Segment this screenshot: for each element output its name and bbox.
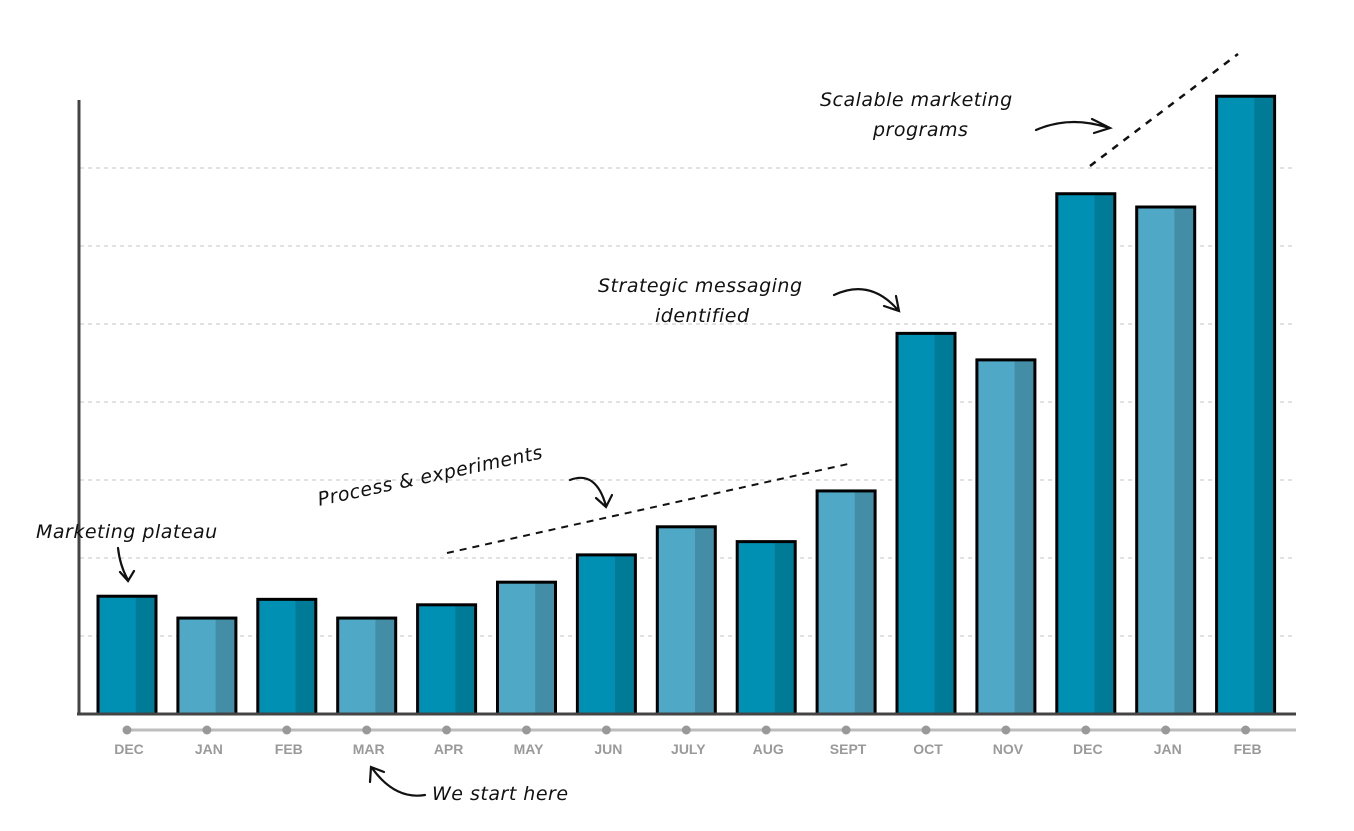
bar-apr-4 — [416, 603, 478, 716]
tick-label: JAN — [1154, 741, 1182, 757]
tick-label: DEC — [114, 741, 144, 757]
tick-dot — [362, 725, 372, 735]
bars — [96, 94, 1277, 716]
tick-label: FEB — [275, 741, 303, 757]
tick-dot — [1241, 725, 1251, 735]
annotation-strategic-line1: Strategic messaging — [598, 275, 803, 297]
x-ticks: DEC JAN FEB MAR APR MAY JUN JULY AUG SEPT OCT NOV DE… — [114, 725, 1262, 757]
bar-oct-10 — [895, 331, 957, 716]
bar-shade — [774, 541, 796, 714]
tick-dot — [522, 725, 531, 735]
annotation-we-start-here: We start here — [432, 783, 569, 805]
tick-label: MAR — [353, 741, 385, 757]
bar-shade — [455, 604, 476, 714]
arrow-strategic-icon — [832, 288, 901, 313]
tick-label: MAY — [514, 741, 544, 757]
annotation-scalable-line2: programs — [873, 119, 969, 141]
tick-dot — [921, 725, 931, 735]
tick-label: JAN — [195, 741, 223, 757]
tick-dot — [841, 725, 851, 735]
tick-dot — [442, 725, 452, 735]
bar-shade — [854, 490, 876, 714]
tick-dot — [282, 725, 292, 735]
tick-dot — [681, 725, 691, 735]
arrow-scalable-icon — [1034, 117, 1113, 135]
bar-dec-0 — [96, 594, 158, 716]
bar-shade — [1014, 359, 1035, 714]
tick-label: AUG — [753, 741, 784, 757]
arrow-process-icon — [568, 476, 614, 509]
bar-jan-1 — [176, 616, 238, 716]
annotation-strategic-line2: identified — [655, 305, 750, 327]
bar-dec-12 — [1055, 192, 1117, 716]
arrow-plateau-icon — [116, 546, 136, 583]
bar-shade — [695, 526, 716, 714]
annotation-scalable-line1: Scalable marketing — [820, 89, 1013, 111]
tick-dot — [202, 725, 212, 735]
tick-dot — [1161, 725, 1171, 735]
bar-may-5 — [496, 580, 557, 716]
bar-jun-6 — [575, 553, 637, 716]
trend-line-scalable — [1089, 53, 1239, 167]
bar-july-7 — [655, 525, 717, 716]
bar-sept-9 — [815, 489, 877, 716]
bar-shade — [295, 599, 316, 714]
bar-shade — [934, 333, 955, 714]
bar-feb-14 — [1215, 94, 1277, 716]
tick-label: NOV — [993, 741, 1024, 757]
tick-dot — [1001, 725, 1011, 735]
bar-aug-8 — [735, 540, 797, 716]
tick-dot — [122, 725, 132, 735]
bar-shade — [1174, 207, 1195, 714]
annotation-marketing-plateau: Marketing plateau — [36, 521, 218, 543]
tick-label: JULY — [671, 741, 706, 757]
tick-dot — [1081, 725, 1091, 735]
bar-shade — [535, 582, 556, 714]
bar-jan-13 — [1135, 205, 1197, 716]
tick-label: FEB — [1234, 741, 1262, 757]
trend-line-process — [446, 463, 849, 554]
bar-shade — [1094, 193, 1115, 715]
bar-feb-2 — [256, 597, 318, 716]
bar-shade — [375, 618, 396, 714]
arrow-start-icon — [368, 765, 427, 797]
bar-nov-11 — [975, 358, 1037, 716]
tick-label: APR — [434, 741, 464, 757]
bar-shade — [615, 554, 636, 714]
tick-label: DEC — [1073, 741, 1103, 757]
tick-label: JUN — [594, 741, 622, 757]
tick-label: OCT — [913, 741, 943, 757]
tick-label: SEPT — [830, 741, 867, 757]
bar-mar-3 — [336, 616, 398, 716]
tick-dot — [761, 725, 771, 735]
tick-dot — [601, 725, 611, 735]
bar-shade — [1254, 96, 1275, 715]
bar-shade — [215, 618, 236, 714]
bar-shade — [135, 596, 156, 714]
